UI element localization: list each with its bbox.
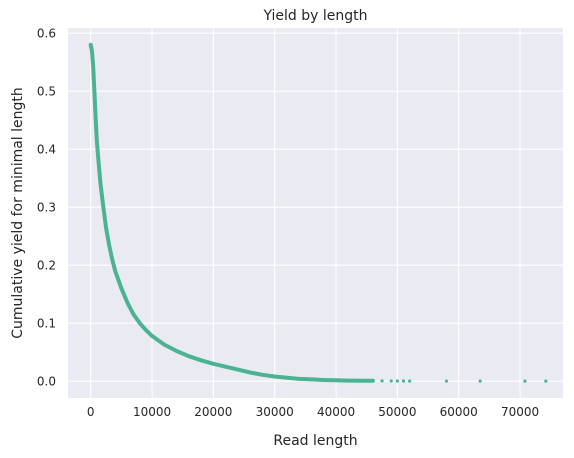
data-point — [92, 89, 96, 93]
data-point — [352, 379, 357, 383]
data-point — [260, 373, 265, 377]
x-tick-labels: 0 10000 20000 30000 40000 50000 60000 70000 — [87, 405, 539, 419]
data-point — [248, 370, 252, 375]
y-tick-label: 0.1 — [37, 317, 56, 331]
y-tick-label: 0.0 — [37, 375, 56, 389]
x-tick-label: 30000 — [256, 405, 294, 419]
data-point — [389, 379, 393, 383]
data-point — [371, 379, 375, 383]
data-point — [224, 365, 228, 369]
data-point — [107, 243, 111, 247]
y-tick-label: 0.6 — [37, 27, 56, 41]
y-axis-label: Cumulative yield for minimal length — [10, 87, 26, 339]
data-point — [401, 379, 406, 383]
y-tick-labels: 0.0 0.1 0.2 0.3 0.4 0.5 0.6 — [37, 27, 56, 389]
data-point — [380, 379, 384, 383]
data-point — [322, 378, 326, 382]
data-point — [119, 286, 123, 290]
y-tick-label: 0.4 — [37, 143, 56, 157]
y-tick-label: 0.5 — [37, 85, 56, 99]
data-point — [89, 43, 93, 47]
x-tick-label: 60000 — [440, 405, 478, 419]
x-tick-label: 0 — [87, 405, 95, 419]
x-axis-label: Read length — [273, 433, 357, 449]
data-point — [523, 379, 527, 383]
data-point — [113, 269, 117, 273]
data-point — [110, 257, 114, 261]
data-point — [125, 301, 130, 305]
data-point — [162, 343, 166, 347]
data-point — [132, 312, 136, 317]
data-point — [199, 358, 203, 362]
data-point — [334, 378, 338, 382]
data-point — [444, 379, 449, 383]
data-point — [95, 138, 99, 143]
data-points — [88, 42, 548, 383]
x-tick-label: 50000 — [378, 405, 416, 419]
x-tick-label: 10000 — [133, 405, 171, 419]
data-point — [144, 328, 148, 332]
x-gridlines — [90, 28, 521, 398]
data-point — [97, 162, 101, 166]
data-point — [408, 379, 412, 383]
data-point — [104, 225, 108, 230]
x-tick-label: 40000 — [317, 405, 355, 419]
data-point — [174, 349, 179, 353]
data-point — [346, 379, 350, 383]
data-point — [395, 379, 399, 383]
data-point — [544, 379, 548, 383]
data-point — [236, 367, 240, 372]
data-point — [285, 376, 289, 380]
data-point — [98, 182, 103, 186]
data-point — [297, 377, 301, 381]
data-point — [90, 49, 94, 53]
data-point — [478, 379, 482, 383]
y-tick-label: 0.2 — [37, 259, 56, 273]
dense-points-band — [88, 42, 375, 383]
data-point — [309, 377, 314, 382]
data-point — [362, 379, 366, 383]
chart-title: Yield by length — [262, 8, 367, 24]
data-point — [94, 115, 98, 119]
data-point — [273, 374, 277, 379]
data-point — [150, 334, 154, 338]
y-tick-label: 0.3 — [37, 201, 56, 215]
data-point — [187, 354, 191, 358]
data-point — [91, 63, 95, 67]
data-point — [101, 202, 105, 206]
plot-background — [68, 28, 563, 398]
data-point — [211, 362, 215, 366]
x-tick-label: 70000 — [501, 405, 539, 419]
x-tick-label: 20000 — [194, 405, 232, 419]
data-point — [138, 321, 142, 325]
